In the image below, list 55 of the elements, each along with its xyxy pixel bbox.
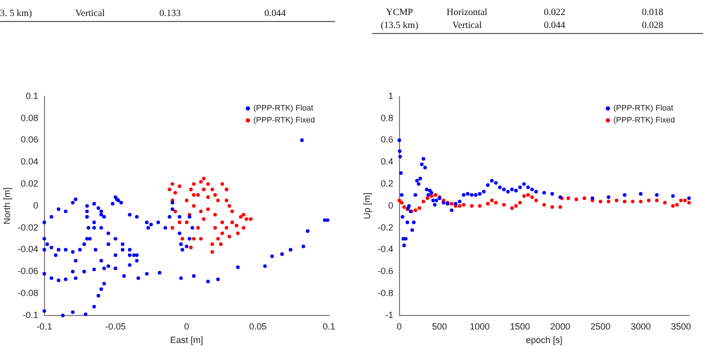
legend-label: (PPP-RTK) Float — [253, 104, 314, 113]
y-tick-label: -0.6 — [378, 266, 394, 276]
y-tick-label: -0.4 — [378, 244, 394, 254]
x-tick-label: 0.1 — [322, 321, 336, 332]
y-tick-label: 1 — [388, 90, 394, 101]
x-axis-title: epoch [s] — [526, 335, 562, 346]
x-tick-label: 0.05 — [249, 321, 267, 332]
y-tick-label: -0.04 — [18, 244, 38, 254]
y-axis-title: North [m] — [2, 187, 12, 224]
y-tick-label: 0.06 — [20, 134, 38, 145]
text: 0.018 — [640, 7, 664, 20]
legend-label: (PPP-RTK) Float — [613, 104, 674, 113]
x-tick-label: 0 — [396, 321, 402, 332]
text: 0.133 — [158, 8, 182, 21]
text: Vertical — [74, 8, 106, 21]
legend-label: (PPP-RTK) Fixed — [253, 116, 315, 125]
y-tick-label: 0.1 — [26, 90, 38, 101]
x-tick-label: 1500 — [510, 321, 530, 332]
text: Horizontal — [446, 7, 488, 20]
x-tick-label: 1000 — [470, 321, 490, 332]
x-tick-label: 3500 — [670, 321, 691, 332]
text: (13.5 km) — [380, 20, 420, 33]
y-tick-label: -1 — [385, 310, 394, 320]
y-tick-label: 0.2 — [380, 178, 394, 188]
y-tick-label: 0 — [388, 200, 394, 210]
text: Vertical — [451, 20, 483, 33]
y-tick-label: 0.6 — [380, 134, 394, 145]
text: 3. 5 km) — [0, 8, 33, 21]
y-tick-label: 0 — [33, 200, 38, 210]
y-tick-label: 0.4 — [380, 156, 394, 167]
y-tick-label: -0.1 — [22, 310, 38, 320]
y-axis-title: Up [m] — [362, 192, 372, 220]
y-tick-label: -0.08 — [18, 288, 38, 298]
x-axis-title: East [m] — [170, 335, 204, 346]
y-tick-label: -0.8 — [378, 288, 394, 298]
y-tick-label: 0.08 — [20, 112, 38, 123]
x-tick-label: 0 — [184, 321, 190, 332]
y-tick-label: 0.04 — [20, 156, 38, 167]
text: 0.028 — [640, 20, 664, 33]
text: YCMP — [385, 7, 414, 20]
x-tick-label: 2000 — [550, 321, 570, 332]
x-tick-label: -0.1 — [36, 321, 52, 332]
x-tick-label: 3000 — [630, 321, 651, 332]
text: 0.044 — [263, 8, 287, 21]
text: 0.022 — [542, 7, 566, 20]
y-tick-label: 0.02 — [20, 178, 38, 188]
text: 0.044 — [542, 20, 566, 33]
x-tick-label: 500 — [432, 321, 448, 332]
y-tick-label: -0.02 — [18, 222, 38, 232]
y-tick-label: -0.2 — [378, 222, 394, 232]
x-tick-label: -0.05 — [105, 321, 126, 332]
y-tick-label: -0.06 — [18, 266, 38, 276]
y-tick-label: 0.8 — [380, 112, 394, 123]
legend-label: (PPP-RTK) Fixed — [613, 116, 675, 125]
x-tick-label: 2500 — [590, 321, 610, 332]
